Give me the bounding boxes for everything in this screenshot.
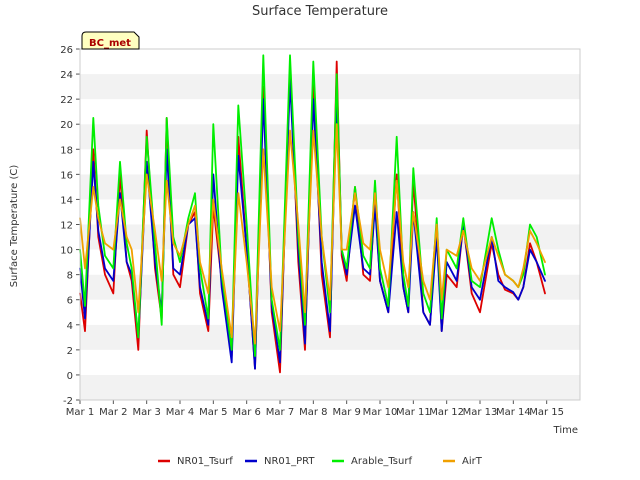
series-lines xyxy=(79,54,546,374)
x-tick-label: Mar 3 xyxy=(132,407,160,418)
y-tick-label: 16 xyxy=(60,170,73,181)
legend: NR01_Tsurf NR01_PRT Arable_Tsurf AirT xyxy=(158,456,483,467)
series-line-airt xyxy=(79,123,546,345)
x-tick-label: Mar 1 xyxy=(66,407,94,418)
x-axis: Mar 1 Mar 2 Mar 3 Mar 4 Mar 5 Mar 6 Mar 7 Mar 8… xyxy=(66,400,564,418)
x-axis-label: Time xyxy=(553,425,578,436)
x-tick-label: Mar 11 xyxy=(396,407,431,418)
y-tick-label: 10 xyxy=(60,246,73,257)
y-tick-label: 12 xyxy=(60,221,73,232)
y-tick-label: 8 xyxy=(67,271,73,282)
legend-label: NR01_Tsurf xyxy=(177,456,233,467)
x-tick-label: Mar 12 xyxy=(429,407,464,418)
x-tick-label: Mar 5 xyxy=(199,407,227,418)
legend-label: Arable_Tsurf xyxy=(351,456,412,467)
y-tick-label: 20 xyxy=(60,120,73,131)
x-tick-label: Mar 2 xyxy=(99,407,127,418)
grid-band xyxy=(80,149,580,175)
y-tick-label: 22 xyxy=(60,95,73,106)
legend-label: AirT xyxy=(462,456,483,467)
grid-band xyxy=(80,349,580,375)
y-tick-label: 2 xyxy=(67,346,73,357)
plot-bands xyxy=(80,49,580,400)
grid-band xyxy=(80,49,580,75)
grid-band xyxy=(80,174,580,200)
x-tick-label: Mar 9 xyxy=(332,407,360,418)
y-tick-label: 18 xyxy=(60,145,73,156)
grid-band xyxy=(80,99,580,125)
x-tick-label: Mar 8 xyxy=(299,407,327,418)
y-tick-label: 24 xyxy=(60,70,73,81)
y-tick-label: 26 xyxy=(60,45,73,56)
y-axis-label: Surface Temperature (C) xyxy=(9,165,20,288)
annotation-box xyxy=(81,31,140,50)
chart-title: Surface Temperature xyxy=(252,4,388,19)
x-tick-label: Mar 7 xyxy=(266,407,294,418)
annotation-label: BC_met xyxy=(89,38,131,49)
y-tick-label: 6 xyxy=(67,296,73,307)
x-tick-label: Mar 4 xyxy=(166,407,194,418)
grid-band xyxy=(80,374,580,400)
y-tick-label: 14 xyxy=(60,195,73,206)
x-tick-label: Mar 10 xyxy=(363,407,398,418)
grid-band xyxy=(80,74,580,100)
y-tick-label: 4 xyxy=(67,321,73,332)
x-tick-label: Mar 14 xyxy=(496,407,531,418)
x-tick-label: Mar 6 xyxy=(232,407,260,418)
y-tick-label: -2 xyxy=(63,396,73,407)
legend-label: NR01_PRT xyxy=(264,456,315,467)
bc-met-annotation: BC_met xyxy=(81,31,140,50)
plot-frame xyxy=(79,48,581,401)
grid-band xyxy=(80,124,580,150)
x-tick-label: Mar 15 xyxy=(529,407,564,418)
grid-band xyxy=(80,199,580,225)
y-tick-label: 0 xyxy=(67,371,73,382)
x-tick-label: Mar 13 xyxy=(463,407,498,418)
